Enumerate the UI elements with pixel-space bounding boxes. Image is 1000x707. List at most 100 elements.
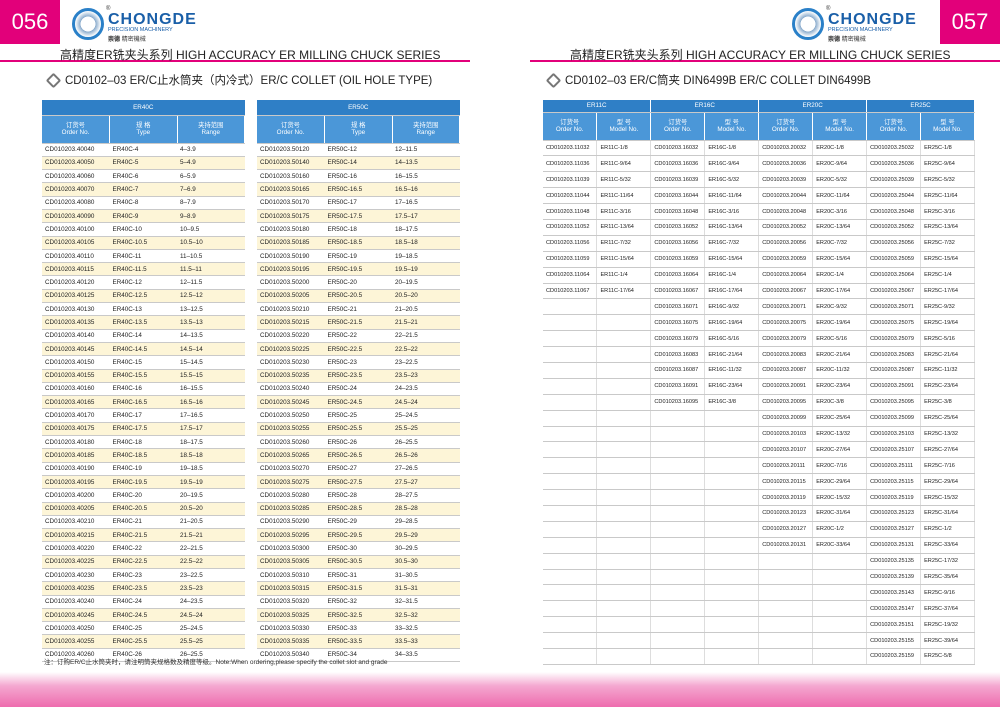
table-row: CD010203.50325 ER50C-32.5 32.5–32: [257, 608, 460, 623]
column-header: 订货号 Order No.: [650, 112, 706, 141]
table-row: CD010203.40235 ER40C-23.5 23.5–23: [42, 581, 245, 596]
cell: ER50C-33: [324, 621, 392, 636]
cell: CD010203.40130: [42, 302, 110, 317]
cell: CD010203.40050: [42, 156, 110, 171]
cell: CD010203.25103: [866, 426, 922, 443]
cell: ER40C-22.5: [109, 555, 177, 570]
cell: 10.5–10: [177, 236, 245, 250]
empty-cell: [704, 569, 760, 586]
cell: 15–14.5: [177, 355, 245, 370]
empty-cell: [704, 537, 760, 554]
cell: ER50C-31.5: [324, 581, 392, 596]
cell: CD010203.20115: [758, 473, 814, 491]
cell: CD010203.50265: [257, 448, 325, 463]
header-en: Type: [136, 129, 151, 136]
cell: 13.5–13: [177, 315, 245, 330]
cell: CD010203.25131: [866, 537, 922, 554]
cell: ER50C-26: [324, 435, 392, 450]
empty-cell: [543, 394, 598, 411]
cell: CD010203.20087: [758, 362, 814, 379]
cell: CD010203.50200: [257, 275, 325, 290]
cell: ER50C-32.5: [324, 608, 392, 623]
cell: CD010203.20064: [758, 267, 814, 284]
cell: 10–9.5: [177, 222, 245, 237]
empty-cell: [596, 537, 652, 554]
cell: CD010203.40200: [42, 488, 110, 503]
section-title: CD0102–03 ER/C筒夹 DIN6499B ER/C COLLET DI…: [545, 72, 871, 88]
right-table: ER11C ER16C ER20C ER25C 订货号 Order No. 型 号 Model…: [543, 100, 975, 665]
cell: 20.5–20: [177, 502, 245, 516]
empty-cell: [596, 632, 652, 649]
table-row: CD010203.11036 ER11C-9/64 CD010203.16036 ER…: [543, 155, 975, 173]
cell: 5–4.9: [177, 156, 245, 171]
cell: ER20C-7/16: [812, 457, 868, 475]
cell: CD010203.40220: [42, 541, 110, 556]
cell: CD010203.11039: [543, 171, 598, 189]
table-row: CD010203.20099 ER20C-25/64 CD010203.25099 E…: [543, 410, 975, 427]
cell: CD010203.16087: [650, 362, 706, 379]
cell: CD010203.25032: [866, 140, 922, 157]
table-row: CD010203.25135 ER25C-17/32: [543, 553, 975, 570]
empty-cell: [758, 632, 814, 649]
cell: ER50C-18: [324, 222, 392, 237]
cell: CD010203.40225: [42, 555, 110, 570]
cell: ER40C-6: [109, 169, 177, 184]
cell: 30.5–30: [392, 555, 460, 570]
cell: CD010203.16052: [650, 219, 706, 236]
cell: ER50C-32: [324, 595, 392, 609]
cell: CD010203.50275: [257, 475, 325, 490]
header-zh: 订货号: [776, 118, 796, 126]
table-row: CD010203.40205 ER40C-20.5 20.5–20: [42, 502, 245, 516]
cell: ER25C-23/64: [920, 378, 975, 395]
cell: CD010203.11059: [543, 251, 598, 268]
cell: 16.5–16: [392, 182, 460, 197]
table-row: CD010203.40140 ER40C-14 14–13.5: [42, 329, 245, 343]
header-en: Range: [416, 129, 436, 136]
cell: CD010203.25087: [866, 362, 922, 379]
table-row: CD010203.50280 ER50C-28 28–27.5: [257, 488, 460, 503]
cell: CD010203.50205: [257, 289, 325, 304]
cell: CD010203.40170: [42, 408, 110, 423]
cell: 18.5–18: [392, 236, 460, 250]
header-en: Model No.: [609, 126, 639, 133]
cell: 31–30.5: [392, 568, 460, 583]
cell: 32–31.5: [392, 595, 460, 609]
cell: 12.5–12: [177, 289, 245, 304]
cell: CD010203.40145: [42, 342, 110, 357]
cell: ER20C-1/4: [812, 267, 868, 284]
table-row: CD010203.50250 ER50C-25 25–24.5: [257, 408, 460, 423]
empty-cell: [812, 632, 868, 649]
empty-cell: [596, 616, 652, 634]
empty-cell: [704, 441, 760, 459]
cell: CD010203.50180: [257, 222, 325, 237]
cell: ER16C-15/64: [704, 251, 760, 268]
cell: ER40C-23.5: [109, 581, 177, 596]
empty-cell: [596, 378, 652, 395]
cell: CD010203.50230: [257, 355, 325, 370]
section-title: CD0102–03 ER/C止水筒夹（内冷式）ER/C COLLET (OIL …: [45, 72, 432, 88]
cell: ER11C-3/16: [596, 203, 652, 220]
header-en: Order No.: [555, 126, 584, 133]
cell: CD010203.40250: [42, 621, 110, 636]
table-row: CD010203.20127 ER20C-1/2 CD010203.25127 ER2…: [543, 521, 975, 538]
cell: ER25C-5/8: [920, 648, 975, 665]
cell: CD010203.20131: [758, 537, 814, 554]
table-row: CD010203.40070 ER40C-7 7–6.9: [42, 182, 245, 197]
table-row: CD010203.40160 ER40C-16 16–15.5: [42, 382, 245, 397]
table-row: CD010203.40220 ER40C-22 22–21.5: [42, 541, 245, 556]
cell: CD010203.25091: [866, 378, 922, 395]
cell: 18–17.5: [177, 435, 245, 450]
cell: ER40C-18.5: [109, 448, 177, 463]
cell: 24.5–24: [392, 395, 460, 410]
cell: ER50C-19.5: [324, 262, 392, 277]
column-header: 订货号 Order No.: [758, 112, 814, 141]
cell: CD010203.50260: [257, 435, 325, 450]
cell: CD010203.50190: [257, 249, 325, 264]
cell: CD010203.50255: [257, 422, 325, 437]
header-en: Range: [201, 129, 221, 136]
cell: CD010203.50140: [257, 156, 325, 171]
cell: ER40C-12.5: [109, 289, 177, 304]
empty-cell: [704, 632, 760, 649]
table-row: CD010203.11067 ER11C-17/64 CD010203.16067 E…: [543, 283, 975, 300]
cell: 34–33.5: [392, 648, 460, 663]
